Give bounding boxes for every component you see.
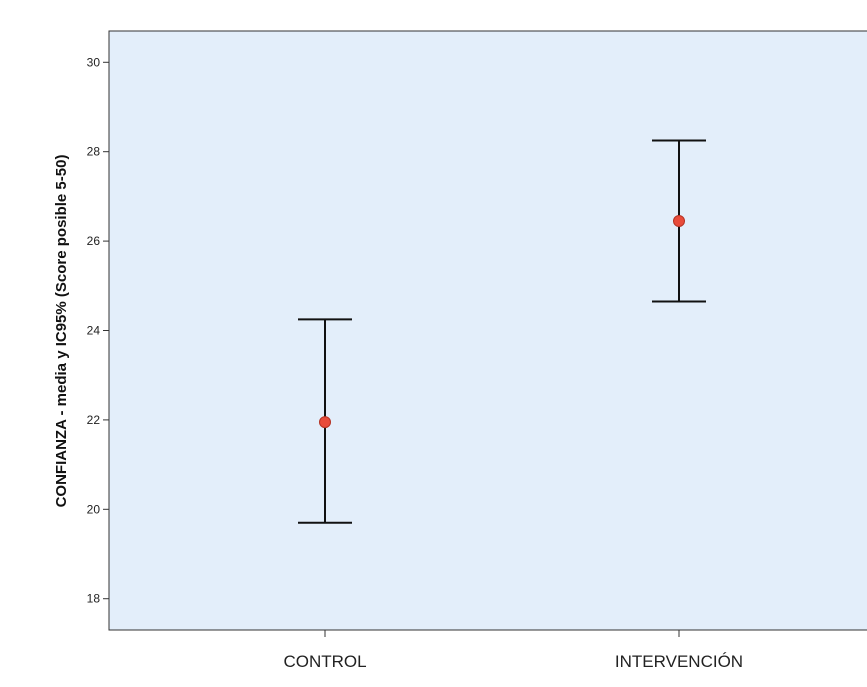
mean-marker-0 <box>319 416 331 429</box>
y-tick-label-26: 26 <box>87 234 101 248</box>
error-bar-0 <box>298 318 352 524</box>
x-category-label-1: INTERVENCIÓN <box>615 652 743 671</box>
y-axis-label: CONFIANZA - media y IC95% (Score posible… <box>53 155 70 508</box>
error-bars <box>298 139 706 524</box>
y-tick-label-18: 18 <box>87 592 101 606</box>
plot-area <box>108 30 867 631</box>
y-tick-label-20: 20 <box>87 502 101 516</box>
x-axis: CONTROL INTERVENCIÓN <box>283 630 743 671</box>
y-tick-label-24: 24 <box>87 324 101 338</box>
y-tick-label-28: 28 <box>87 145 101 159</box>
x-category-label-0: CONTROL <box>283 652 366 671</box>
y-tick-label-22: 22 <box>87 413 101 427</box>
error-bar-1 <box>652 139 706 303</box>
y-tick-label-30: 30 <box>87 55 101 69</box>
mean-marker-1 <box>673 214 685 227</box>
y-axis: 18 20 22 24 26 28 30 <box>87 55 109 606</box>
